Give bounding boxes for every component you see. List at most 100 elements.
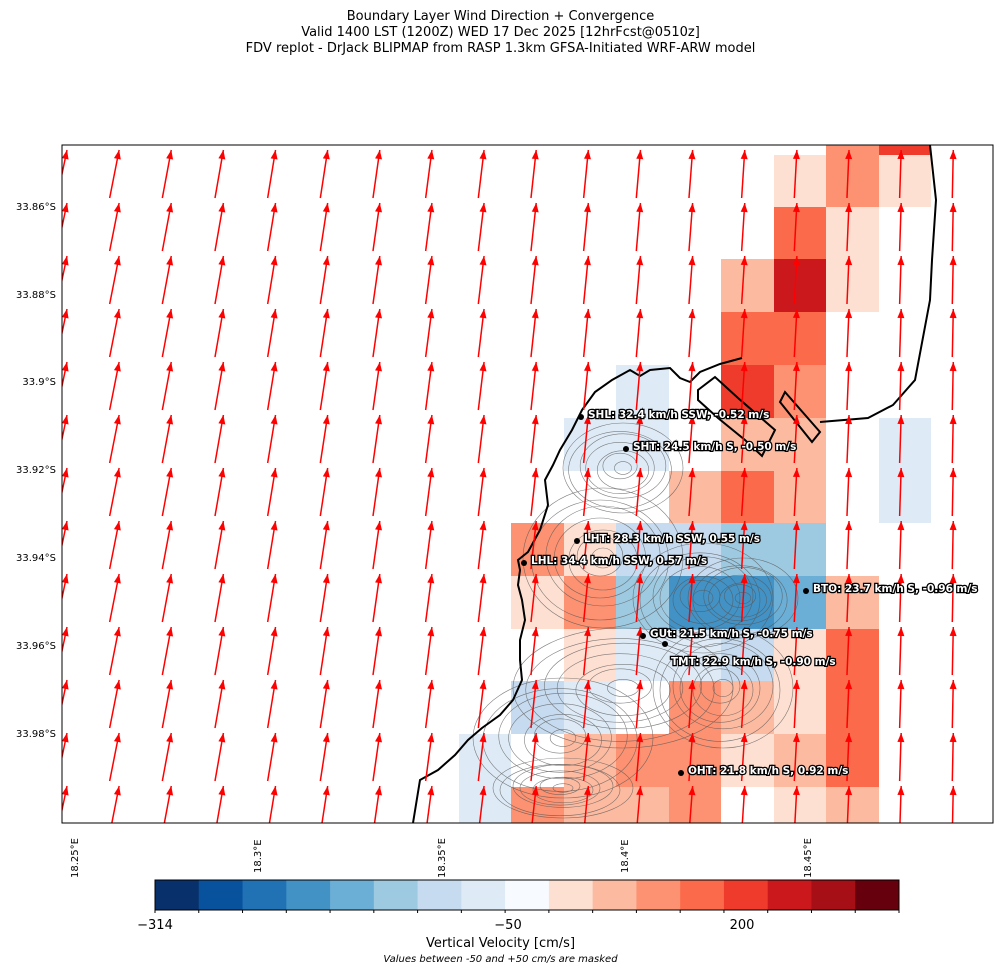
wind-arrow-head <box>531 468 539 478</box>
contour-line <box>692 565 788 635</box>
wind-arrow-head <box>218 256 226 266</box>
colorbar-swatch <box>723 880 769 910</box>
contour-line <box>519 770 601 806</box>
station-dot <box>521 560 527 566</box>
contour-line <box>524 713 602 767</box>
wind-arrow-head <box>375 309 383 319</box>
velocity-cell <box>774 155 826 207</box>
wind-arrow-head <box>479 680 487 690</box>
wind-arrow-head <box>636 203 644 213</box>
wind-arrow-head <box>792 203 800 213</box>
wind-arrow-head <box>897 468 905 478</box>
wind-arrow-head <box>427 733 435 743</box>
velocity-cell <box>879 155 931 207</box>
wind-arrow-head <box>583 680 591 690</box>
wind-arrow-head <box>322 468 330 478</box>
colorbar-swatch <box>417 880 462 910</box>
contour-line <box>492 757 634 819</box>
wind-arrow-head <box>897 680 905 690</box>
velocity-cell <box>459 734 511 787</box>
contour-line <box>723 584 757 608</box>
wind-arrow-head <box>740 203 748 213</box>
wind-arrow-head <box>949 150 957 160</box>
wind-arrow-head <box>897 627 905 637</box>
wind-arrow-head <box>845 627 853 637</box>
velocity-cell <box>774 681 826 734</box>
colorbar-swatch <box>242 880 287 910</box>
wind-arrow-head <box>688 415 696 425</box>
wind-arrow-head <box>218 733 226 743</box>
wind-arrow-head <box>427 309 435 319</box>
wind-arrow-head <box>166 521 174 531</box>
wind-arrow-head <box>113 468 121 478</box>
wind-arrow-head <box>322 574 330 584</box>
wind-arrow-head <box>740 680 748 690</box>
wind-arrow-head <box>636 256 644 266</box>
wind-arrow-head <box>113 574 121 584</box>
wind-arrow-head <box>531 309 539 319</box>
wind-arrow-head <box>531 415 539 425</box>
colorbar-tick-label: 200 <box>729 918 755 933</box>
wind-arrow-head <box>531 733 539 743</box>
wind-arrow-head <box>270 256 278 266</box>
wind-arrow-head <box>427 415 435 425</box>
station-label: SHT: 24.5 km/h S, -0.50 m/s <box>633 441 796 453</box>
wind-arrow-head <box>688 150 696 160</box>
velocity-cell <box>774 207 826 259</box>
lat-tick-label: 33.9°S <box>22 377 56 388</box>
station-dot <box>623 446 629 452</box>
station-markers: SHL: 32.4 km/h SSW, -0.52 m/s SHT: 24.5 k… <box>521 408 979 778</box>
wind-arrow-head <box>949 203 957 213</box>
wind-arrow-head <box>740 256 748 266</box>
wind-arrow-head <box>479 468 487 478</box>
wind-arrow-head <box>62 415 69 425</box>
contour-line <box>576 535 624 577</box>
wind-arrow-head <box>583 521 591 531</box>
title-line-1: Boundary Layer Wind Direction + Converge… <box>346 9 655 24</box>
contour-line <box>672 642 774 730</box>
wind-arrow-head <box>270 680 278 690</box>
wind-arrow-head <box>792 150 800 160</box>
wind-arrow-head <box>688 309 696 319</box>
station-label: GUt: 21.5 km/h S, -0.75 m/s <box>650 628 813 640</box>
wind-arrow-head <box>113 362 121 372</box>
colorbar-swatch <box>680 880 725 910</box>
wind-arrow-head <box>531 574 539 584</box>
wind-arrow-head <box>479 150 487 160</box>
contour-line <box>591 547 615 569</box>
wind-arrow-head <box>62 574 69 584</box>
wind-arrow-head <box>583 627 591 637</box>
wind-arrow-head <box>845 203 853 213</box>
wind-arrow-head <box>688 680 696 690</box>
velocity-cell <box>826 681 879 734</box>
wind-arrow-head <box>792 362 800 372</box>
wind-arrow-head <box>583 468 591 478</box>
contour-line <box>568 431 672 509</box>
contour-line <box>532 776 594 804</box>
wind-arrow-head <box>218 309 226 319</box>
wind-arrow-head <box>897 415 905 425</box>
wind-arrow-head <box>531 521 539 531</box>
colorbar-swatch <box>373 880 419 910</box>
wind-arrow-head <box>375 680 383 690</box>
wind-arrow-head <box>845 786 853 796</box>
velocity-cell <box>616 787 669 823</box>
wind-arrow-head <box>166 150 174 160</box>
wind-arrow-head <box>949 574 957 584</box>
velocity-cell <box>721 312 774 365</box>
wind-arrow-head <box>636 415 644 425</box>
colorbar-swatch <box>330 880 375 910</box>
wind-arrow-head <box>218 627 226 637</box>
wind-arrow-head <box>897 203 905 213</box>
wind-arrow-head <box>583 309 591 319</box>
wind-arrow-head <box>166 415 174 425</box>
colorbar-swatch <box>548 880 594 910</box>
wind-arrow-head <box>322 362 330 372</box>
wind-arrow-head <box>688 733 696 743</box>
contour-line <box>498 692 628 780</box>
contour-line <box>472 677 654 799</box>
lat-tick-label: 33.98°S <box>16 729 56 740</box>
wind-vectors <box>62 149 957 823</box>
wind-arrow-head <box>688 574 696 584</box>
wind-arrow-head <box>636 574 644 584</box>
